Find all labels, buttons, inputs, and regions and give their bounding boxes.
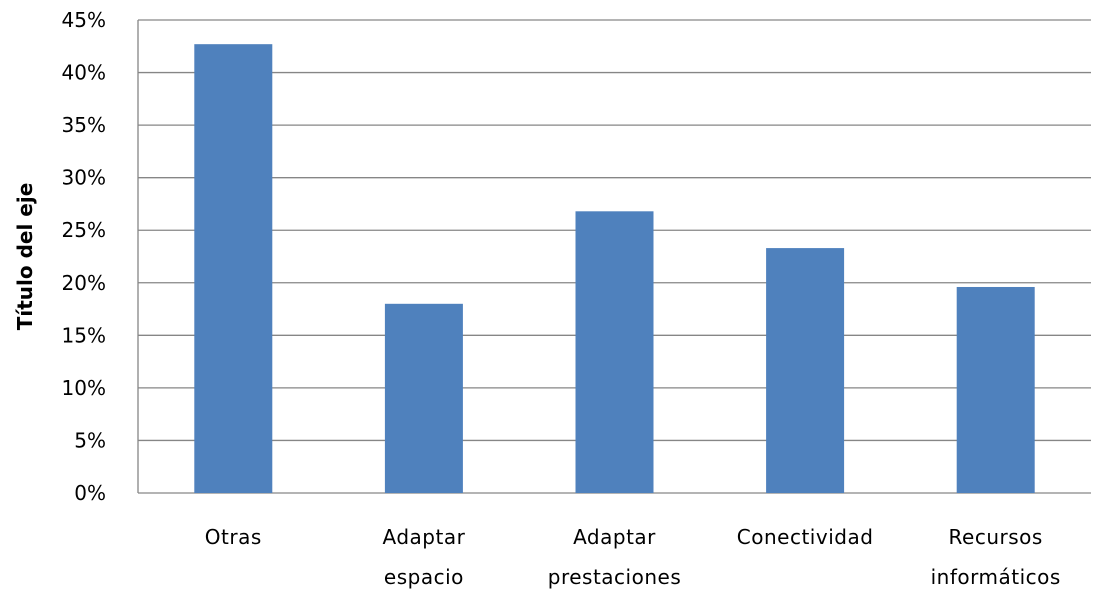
x-category-label: Recursos informáticos <box>931 525 1061 589</box>
x-category-label: Adaptar espacio <box>383 525 466 589</box>
x-category-label: Adaptar prestaciones <box>548 525 682 589</box>
x-category-label: Conectividad <box>737 525 874 549</box>
y-tick-label: 15% <box>62 323 106 347</box>
bars <box>194 44 1035 493</box>
y-axis-title: Título del eje <box>13 183 37 331</box>
bar <box>575 211 654 493</box>
bar <box>384 303 463 493</box>
y-tick-label: 35% <box>62 113 106 137</box>
x-category-label: Otras <box>205 525 262 549</box>
y-tick-labels: 0% 5% 10% 15% 20% 25% 30% 35% 40% 45% <box>62 8 106 505</box>
bar <box>766 248 845 493</box>
y-tick-label: 45% <box>62 8 106 32</box>
bar <box>194 44 273 493</box>
y-tick-label: 10% <box>62 376 106 400</box>
x-category-labels: Otras Adaptar espacio Adaptar prestaciones Co… <box>205 525 1061 589</box>
y-tick-label: 5% <box>74 428 106 452</box>
y-tick-label: 40% <box>62 61 106 85</box>
y-tick-label: 20% <box>62 271 106 295</box>
y-tick-label: 0% <box>74 481 106 505</box>
bar <box>956 286 1035 493</box>
y-tick-label: 30% <box>62 166 106 190</box>
y-tick-label: 25% <box>62 218 106 242</box>
